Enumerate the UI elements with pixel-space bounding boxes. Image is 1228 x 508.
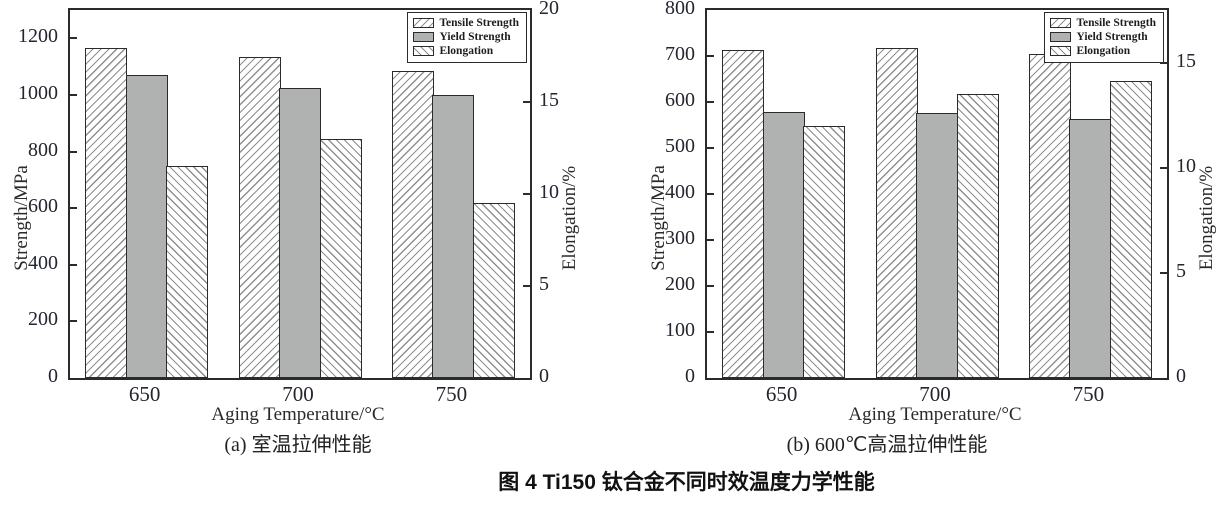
x-axis-tick-label: 650 [765,382,798,406]
y-axis-tick [523,101,530,103]
y-axis-tick-label: 700 [665,43,695,65]
y-axis-tick-label: 1200 [18,25,58,48]
y-axis-tick-label: 500 [665,135,695,157]
y-axis-tick-label: 200 [665,273,695,295]
legend-item: Tensile Strength [413,16,519,30]
legend-item: Elongation [413,44,519,58]
legend: Tensile Strength Yield Strength Elongation [1044,12,1164,63]
subplot-caption-b: (b) 600℃高温拉伸性能 [786,434,988,456]
y-axis-tick-label: 0 [48,365,58,387]
y-axis-tick-label: 10 [539,181,559,203]
y-axis-tick-label: 1000 [18,81,58,104]
y-axis-tick [707,239,714,241]
x-axis-tick-label: 700 [919,382,951,406]
x-axis-tick-label: 750 [435,382,468,406]
legend-label: Tensile Strength [1076,17,1156,29]
y-axis-tick-label: 0 [1176,365,1186,387]
y-axis-tick [70,207,77,210]
bar-yield-strength-750 [432,94,475,378]
y-axis-tick-label: 10 [1176,154,1196,177]
y-axis-tick [523,285,530,287]
y-axis-tick-label: 200 [28,308,58,331]
y-axis-tick [707,147,714,149]
bar-tensile-strength-650 [85,48,128,378]
y-axis-tick [70,150,77,153]
legend-swatch-hatch-bwd [413,46,435,56]
y-axis-tick-label: 15 [1176,49,1196,72]
y-axis-tick [1160,166,1167,169]
y-axis-tick [707,101,714,103]
legend-swatch-solid-gray [413,32,435,42]
chart-high-temp-tensile: Strength/MPa Tensile Strength Yield Stren… [618,0,1228,460]
legend-label: Elongation [1076,45,1131,57]
y-axis-tick-label: 20 [539,0,559,19]
legend-label: Tensile Strength [439,17,519,29]
y-axis-tick-label: 0 [685,365,695,387]
figure-title: 图 4 Ti150 钛合金不同时效温度力学性能 [498,471,875,494]
x-axis-tick-label: 700 [282,382,314,406]
plot-area: Tensile Strength Yield Strength Elongation [68,8,532,380]
y-axis-tick-label: 5 [539,273,549,295]
y-axis-tick-label: 600 [28,195,58,218]
y-axis-tick-label: 600 [665,89,695,111]
y-axis-label-elongation: Elongation/% [1196,165,1217,271]
legend-label: Yield Strength [1076,31,1148,43]
y-axis-tick-label: 400 [665,181,695,203]
bar-tensile-strength-700 [875,47,918,378]
bar-elongation-650 [166,166,209,378]
x-axis-tick-label: 650 [128,382,161,406]
y-axis-tick-label: 800 [28,138,58,161]
bar-elongation-750 [472,203,515,378]
legend-swatch-hatch-fwd [1050,18,1072,28]
y-axis-tick-label: 0 [539,365,549,387]
y-axis-tick [1160,271,1167,274]
y-axis-tick [70,37,77,40]
y-axis-tick-label: 100 [665,319,695,341]
legend-swatch-solid-gray [1050,32,1072,42]
y-axis-tick [70,93,77,96]
legend-swatch-hatch-fwd [413,18,435,28]
y-axis-tick [523,193,530,195]
legend-label: Yield Strength [439,31,511,43]
bar-elongation-700 [956,94,999,378]
legend-item: Yield Strength [413,30,519,44]
bar-yield-strength-650 [762,112,805,378]
y-axis-tick-label: 400 [28,251,58,274]
x-axis-label: Aging Temperature/°C [848,404,1022,425]
bar-elongation-700 [319,138,362,378]
bar-tensile-strength-650 [722,50,765,378]
legend: Tensile Strength Yield Strength Elongation [407,12,527,63]
chart-room-temp-tensile: Strength/MPa Tensile Strength Yield Stren… [2,0,614,460]
bar-tensile-strength-750 [1028,53,1071,378]
x-axis-tick-label: 750 [1072,382,1105,406]
bar-yield-strength-700 [279,87,321,378]
plot-area: Tensile Strength Yield Strength Elongation [705,8,1169,380]
y-axis-tick [70,263,77,266]
y-axis-tick-label: 800 [665,0,695,19]
y-axis-tick-label: 5 [1176,259,1186,282]
bar-elongation-750 [1109,81,1152,378]
legend-label: Elongation [439,45,494,57]
legend-item: Tensile Strength [1050,16,1156,30]
legend-item: Yield Strength [1050,30,1156,44]
y-axis-tick [707,331,714,333]
bar-elongation-650 [803,125,846,378]
y-axis-tick [707,55,714,57]
y-axis-tick-label: 300 [665,227,695,249]
bar-yield-strength-650 [125,75,168,378]
y-axis-tick-label: 15 [539,89,559,111]
subplot-caption-a: (a) 室温拉伸性能 [224,434,372,456]
y-axis-tick [70,320,77,323]
y-axis-tick [707,193,714,195]
bar-tensile-strength-750 [391,70,434,378]
x-axis-label: Aging Temperature/°C [211,404,385,425]
bar-yield-strength-700 [916,112,958,378]
legend-swatch-hatch-bwd [1050,46,1072,56]
legend-item: Elongation [1050,44,1156,58]
bar-yield-strength-750 [1069,119,1112,378]
y-axis-tick [707,285,714,287]
bar-tensile-strength-700 [238,56,281,378]
